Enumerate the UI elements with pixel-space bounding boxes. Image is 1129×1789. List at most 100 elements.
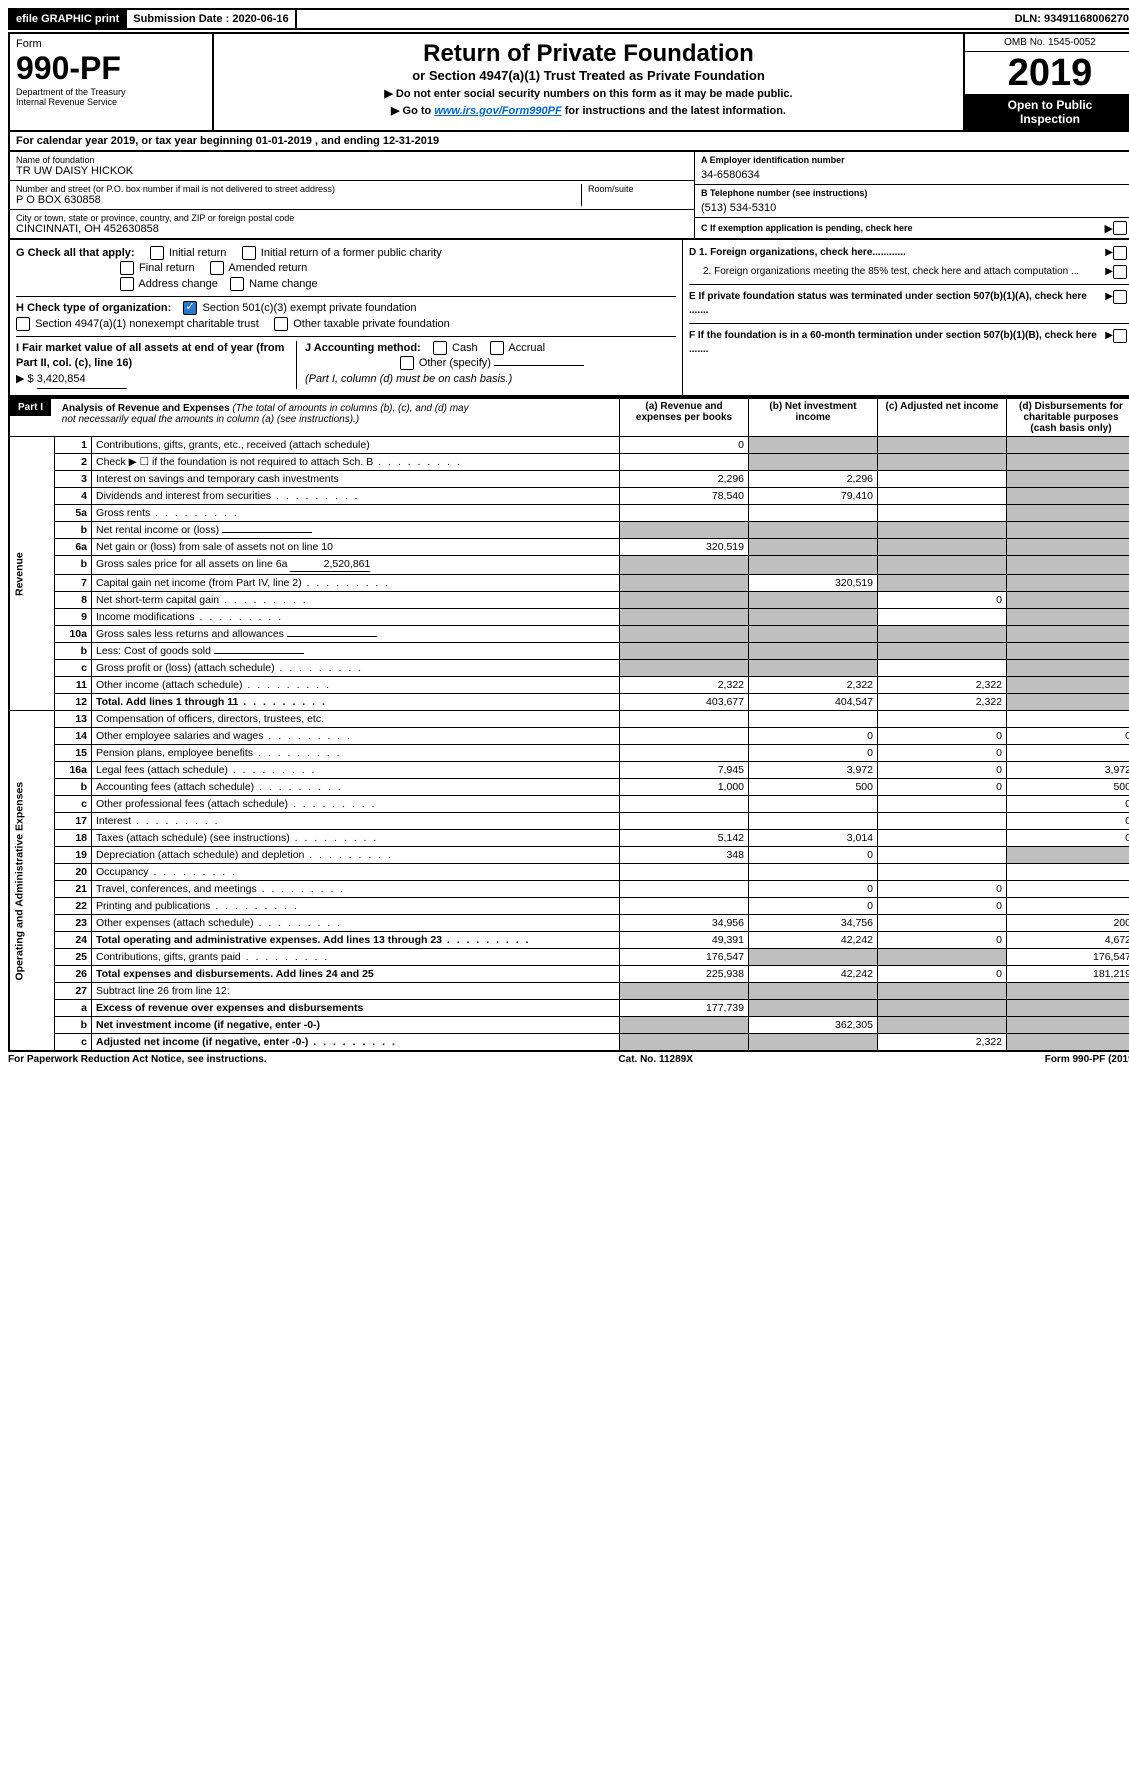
amount-cell-d [1007,575,1129,592]
amount-cell-d: 176,547 [1007,949,1129,966]
amount-cell-a [620,711,749,728]
amount-cell-d [1007,898,1129,915]
g5-checkbox[interactable] [120,277,134,291]
footer-left: For Paperwork Reduction Act Notice, see … [8,1054,267,1065]
row-number: 21 [55,881,92,898]
row-label: Legal fees (attach schedule) [92,762,620,779]
row-label: Net short-term capital gain [92,592,620,609]
col-c-header: (c) Adjusted net income [878,398,1007,437]
amount-cell-a: 0 [620,437,749,454]
amount-cell-a [620,556,749,575]
row-number: 15 [55,745,92,762]
c-checkbox[interactable] [1113,221,1127,235]
row-number: b [55,556,92,575]
amount-cell-b [749,454,878,471]
dln-cell: DLN: 93491168006270 [1009,10,1129,28]
amount-cell-a: 320,519 [620,539,749,556]
amount-cell-c: 2,322 [878,694,1007,711]
amount-cell-a [620,660,749,677]
amount-cell-a [620,575,749,592]
j2-checkbox[interactable] [490,341,504,355]
amount-cell-a [620,983,749,1000]
d1-checkbox[interactable] [1113,246,1127,260]
j3-label: Other (specify) [419,357,491,369]
g4-checkbox[interactable] [210,261,224,275]
row-number: b [55,522,92,539]
d2-checkbox[interactable] [1113,265,1127,279]
amount-cell-a [620,505,749,522]
amount-cell-b: 0 [749,728,878,745]
amount-cell-b [749,660,878,677]
amount-cell-b [749,983,878,1000]
row-label: Other employee salaries and wages [92,728,620,745]
amount-cell-c [878,575,1007,592]
amount-cell-d [1007,677,1129,694]
amount-cell-c: 0 [878,745,1007,762]
amount-cell-d: 0 [1007,796,1129,813]
table-row: 9Income modifications [9,609,1129,626]
amount-cell-c [878,660,1007,677]
h1-checkbox[interactable] [183,301,197,315]
footer-mid: Cat. No. 11289X [618,1054,692,1065]
row-number: 9 [55,609,92,626]
amount-cell-d [1007,522,1129,539]
row-label: Net rental income or (loss) [92,522,620,539]
row-label: Less: Cost of goods sold [92,643,620,660]
row-label: Taxes (attach schedule) (see instruction… [92,830,620,847]
g2-checkbox[interactable] [242,246,256,260]
efile-badge: efile GRAPHIC print [10,10,127,28]
amount-cell-b: 34,756 [749,915,878,932]
j1-checkbox[interactable] [433,341,447,355]
e-checkbox[interactable] [1113,290,1127,304]
row-label: Occupancy [92,864,620,881]
amount-cell-a: 176,547 [620,949,749,966]
arrow-icon: ▶ [1105,222,1113,235]
table-row: 27Subtract line 26 from line 12: [9,983,1129,1000]
amount-cell-b [749,626,878,643]
amount-cell-b [749,711,878,728]
g1-checkbox[interactable] [150,246,164,260]
form-word: Form [16,38,206,50]
row-label: Net gain or (loss) from sale of assets n… [92,539,620,556]
amount-cell-a: 2,322 [620,677,749,694]
h3-checkbox[interactable] [274,317,288,331]
amount-cell-a: 403,677 [620,694,749,711]
top-bar: efile GRAPHIC print Submission Date : 20… [8,8,1129,30]
expenses-side-label: Operating and Administrative Expenses [9,711,55,1052]
amount-cell-d [1007,556,1129,575]
submission-date: 2020-06-16 [232,13,288,25]
d1-label: D 1. Foreign organizations, check here..… [689,246,1105,260]
irs-url-link[interactable]: www.irs.gov/Form990PF [434,105,561,117]
g1-label: Initial return [169,247,226,259]
instr-1: ▶ Do not enter social security numbers o… [220,87,957,100]
amount-cell-b [749,609,878,626]
row-label: Compensation of officers, directors, tru… [92,711,620,728]
amount-cell-d [1007,847,1129,864]
row-label: Other income (attach schedule) [92,677,620,694]
amount-cell-a [620,626,749,643]
row-label: Gross rents [92,505,620,522]
j3-checkbox[interactable] [400,356,414,370]
amount-cell-a: 2,296 [620,471,749,488]
amount-cell-c [878,539,1007,556]
h2-checkbox[interactable] [16,317,30,331]
entity-left: Name of foundation TR UW DAISY HICKOK Nu… [10,152,694,238]
amount-cell-c [878,626,1007,643]
form-header: Form 990-PF Department of the Treasury I… [8,32,1129,132]
footer-right: Form 990-PF (2019) [1045,1054,1129,1065]
f-checkbox[interactable] [1113,329,1127,343]
amount-cell-b: 0 [749,881,878,898]
amount-cell-d [1007,694,1129,711]
row-label: Printing and publications [92,898,620,915]
submission-cell: Submission Date : 2020-06-16 [127,10,296,28]
g3-checkbox[interactable] [120,261,134,275]
amount-cell-c: 0 [878,779,1007,796]
row-number: 13 [55,711,92,728]
arrow-icon: ▶ [1105,290,1113,304]
table-row: 19Depreciation (attach schedule) and dep… [9,847,1129,864]
g6-checkbox[interactable] [230,277,244,291]
table-row: 4Dividends and interest from securities7… [9,488,1129,505]
amount-cell-b [749,813,878,830]
entity-info: Name of foundation TR UW DAISY HICKOK Nu… [8,152,1129,240]
table-row: 21Travel, conferences, and meetings00 [9,881,1129,898]
